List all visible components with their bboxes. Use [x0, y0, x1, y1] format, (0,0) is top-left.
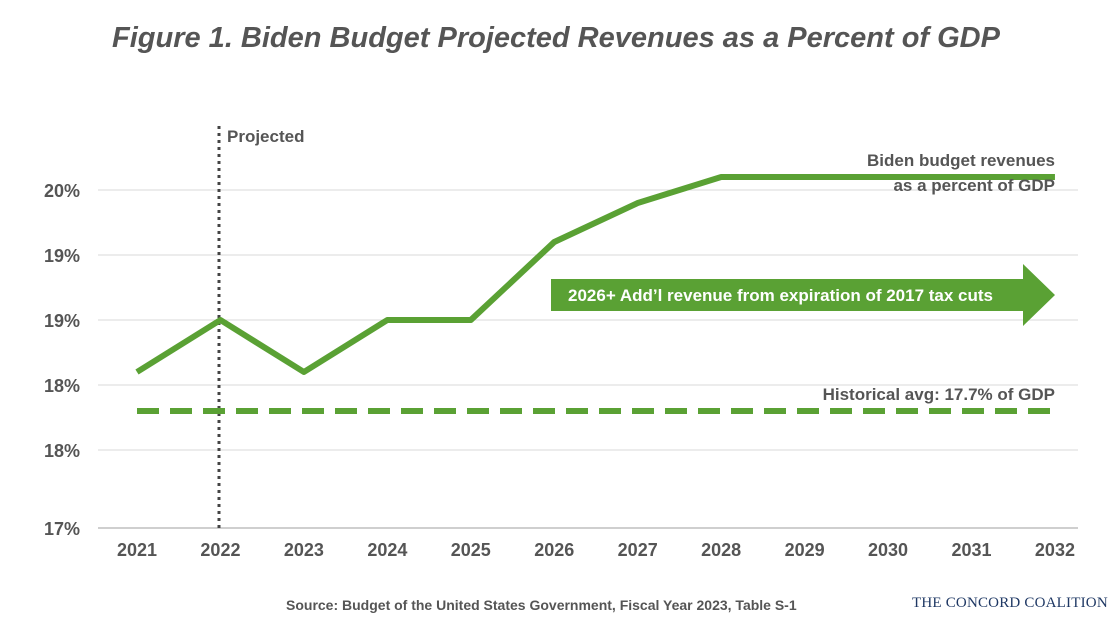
revenue-arrow-text: 2026+ Add’l revenue from expiration of 2… — [568, 286, 993, 305]
revenue-series-line — [135, 174, 1055, 375]
x-tick-label: 2028 — [701, 540, 741, 560]
source-note: Source: Budget of the United States Gove… — [286, 597, 797, 613]
x-tick-label: 2030 — [868, 540, 908, 560]
y-tick-label: 19% — [44, 311, 80, 331]
chart-title: Figure 1. Biden Budget Projected Revenue… — [112, 22, 1000, 54]
revenue-arrow-shape — [551, 264, 1055, 326]
gridlines — [98, 189, 1078, 529]
y-tick-label: 19% — [44, 246, 80, 266]
revenue-arrow: 2026+ Add’l revenue from expiration of 2… — [551, 264, 1055, 326]
y-tick-label: 18% — [44, 441, 80, 461]
projected-label: Projected — [227, 127, 304, 146]
x-tick-label: 2026 — [534, 540, 574, 560]
brand-logo: THE CONCORD COALITION — [912, 595, 1108, 611]
x-tick-label: 2023 — [284, 540, 324, 560]
x-tick-label: 2025 — [451, 540, 491, 560]
historical-label: Historical avg: 17.7% of GDP — [823, 385, 1055, 404]
series-label-line1: Biden budget revenues — [867, 151, 1055, 170]
x-tick-label: 2021 — [117, 540, 157, 560]
series-label-line2: as a percent of GDP — [893, 176, 1055, 195]
x-axis-ticks: 2021 2022 2023 2024 2025 2026 2027 2028 2029 2030… — [117, 540, 1075, 560]
y-tick-label: 18% — [44, 376, 80, 396]
x-tick-label: 2029 — [785, 540, 825, 560]
y-tick-label: 20% — [44, 181, 80, 201]
y-axis-ticks: 17% 18% 18% 19% 19% 20% — [44, 181, 80, 539]
x-tick-label: 2031 — [951, 540, 991, 560]
x-tick-label: 2032 — [1035, 540, 1075, 560]
x-tick-label: 2022 — [200, 540, 240, 560]
y-tick-label: 17% — [44, 519, 80, 539]
series-layer — [135, 174, 1056, 414]
x-tick-label: 2024 — [367, 540, 407, 560]
x-tick-label: 2027 — [618, 540, 658, 560]
